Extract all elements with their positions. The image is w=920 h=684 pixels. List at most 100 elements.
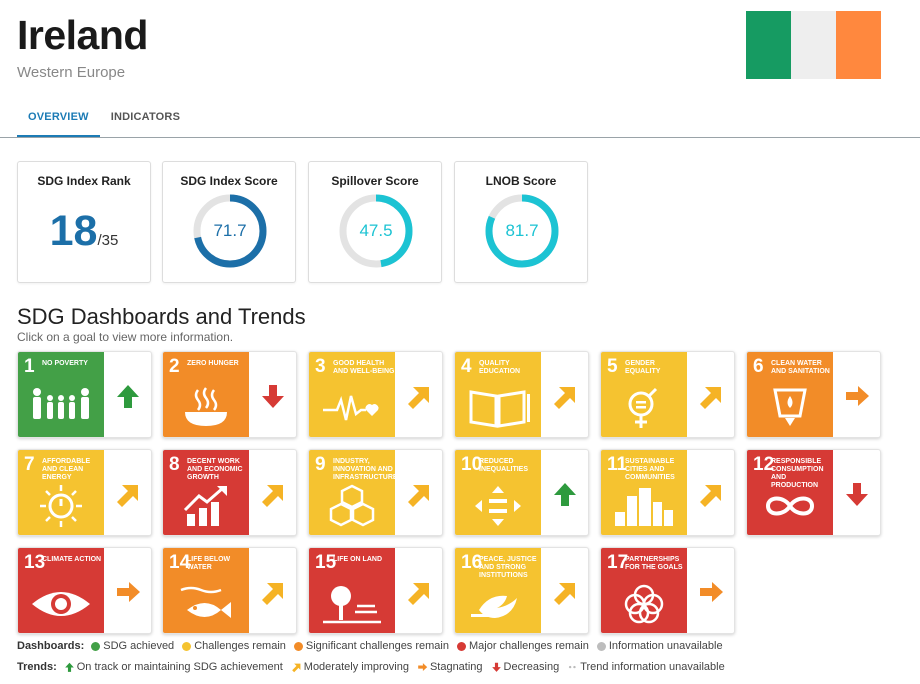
trend-diag-yellow-icon (700, 485, 721, 507)
goal-number: 8 (169, 454, 180, 475)
goal-card-11[interactable]: 11 SUSTAINABLE CITIES AND COMMUNITIES (600, 449, 735, 536)
infinity-icon (765, 496, 815, 516)
tab-indicators[interactable]: INDICATORS (110, 111, 181, 123)
goal-label: PARTNERSHIPS FOR THE GOALS (625, 556, 683, 571)
card-title: LNOB Score (485, 174, 557, 188)
down-red-icon (491, 662, 501, 672)
trend-indicator (259, 481, 287, 507)
trend-indicator (551, 383, 579, 409)
trend-legend: Trends: On track or maintaining SDG achi… (17, 661, 733, 673)
goal-card-12[interactable]: 12 RESPONSIBLE CONSUMPTION AND PRODUCTION (746, 449, 881, 536)
goal-tile: 14 LIFE BELOW WATER (163, 548, 249, 633)
sun-power-icon (40, 485, 82, 527)
goal-label: LIFE BELOW WATER (187, 556, 231, 571)
legend-label: Trend information unavailable (580, 661, 725, 673)
goal-card-13[interactable]: 13 CLIMATE ACTION (17, 547, 152, 634)
trend-indicator (551, 481, 579, 507)
goal-card-8[interactable]: 8 DECENT WORK AND ECONOMIC GROWTH (162, 449, 297, 536)
trend-diag-yellow-icon (554, 387, 575, 409)
trend-up-green-icon (554, 483, 576, 506)
score-gauge (339, 194, 413, 268)
legend-item: Decreasing (491, 661, 559, 673)
goal-number: 2 (169, 356, 180, 377)
goal-card-15[interactable]: 15 LIFE ON LAND (308, 547, 443, 634)
gender-icon (628, 387, 658, 428)
trend-right-orange-icon (117, 582, 140, 602)
goal-number: 7 (24, 454, 35, 475)
goal-card-1[interactable]: 1 NO POVERTY (17, 351, 152, 438)
goal-card-10[interactable]: 10 REDUCED INEQUALITIES (454, 449, 589, 536)
goal-tile: 6 CLEAN WATER AND SANITATION (747, 352, 833, 437)
goal-number: 12 (753, 454, 775, 475)
goal-number: 6 (753, 356, 764, 377)
goal-tile: 9 INDUSTRY, INNOVATION AND INFRASTRUCTURE (309, 450, 398, 535)
legend-label: Major challenges remain (469, 640, 589, 652)
trend-indicator (697, 579, 725, 605)
trend-diag-yellow-icon (408, 485, 429, 507)
goal-label: GENDER EQUALITY (625, 360, 661, 375)
goal-tile: 15 LIFE ON LAND (309, 548, 395, 633)
goal-label: SUSTAINABLE CITIES AND COMMUNITIES (625, 458, 675, 481)
legend-item: Information unavailable (596, 640, 723, 652)
trend-diag-yellow-icon (408, 583, 429, 605)
goal-card-4[interactable]: 4 QUALITY EDUCATION (454, 351, 589, 438)
goal-card-14[interactable]: 14 LIFE BELOW WATER (162, 547, 297, 634)
legend-label: Moderately improving (303, 661, 409, 673)
goal-tile: 1 NO POVERTY (18, 352, 104, 437)
score-value: 71.7 (213, 221, 247, 240)
goal-label: NO POVERTY (42, 360, 88, 367)
goal-tile: 17 PARTNERSHIPS FOR THE GOALS (601, 548, 687, 633)
card-title: SDG Index Rank (37, 174, 131, 188)
tab-bar: OVERVIEW INDICATORS (17, 108, 191, 137)
cubes-icon (329, 484, 375, 527)
trend-right-orange-icon (846, 386, 869, 406)
goal-label: RESPONSIBLE CONSUMPTION AND PRODUCTION (771, 458, 824, 489)
goal-card-17[interactable]: 17 PARTNERSHIPS FOR THE GOALS (600, 547, 735, 634)
book-icon (469, 390, 530, 428)
goal-tile: 2 ZERO HUNGER (163, 352, 249, 437)
goal-card-3[interactable]: 3 GOOD HEALTH AND WELL-BEING (308, 351, 443, 438)
legend-item: Significant challenges remain (293, 640, 449, 652)
trend-indicator (697, 383, 725, 409)
gauge-fill (193, 194, 267, 268)
trend-indicator (843, 383, 871, 409)
card-sdg-index-score: SDG Index Score 71.7 (162, 161, 296, 283)
score-value: 47.5 (359, 221, 393, 240)
goal-label: LIFE ON LAND (333, 556, 382, 563)
goal-card-6[interactable]: 6 CLEAN WATER AND SANITATION (746, 351, 881, 438)
trend-down-red-icon (846, 483, 868, 506)
goal-card-2[interactable]: 2 ZERO HUNGER (162, 351, 297, 438)
goal-tile: 13 CLIMATE ACTION (18, 548, 104, 633)
trend-diag-yellow-icon (117, 485, 138, 507)
trend-indicator (405, 481, 433, 507)
goal-card-7[interactable]: 7 AFFORDABLE AND CLEAN ENERGY (17, 449, 152, 536)
goal-number: 4 (461, 356, 472, 377)
legend-label: Significant challenges remain (305, 640, 449, 652)
rank-number: 18 (49, 207, 98, 255)
growth-chart-icon (183, 486, 227, 526)
legend-label: Stagnating (429, 661, 483, 673)
trend-diag-yellow-icon (262, 485, 283, 507)
goal-label: QUALITY EDUCATION (479, 360, 521, 375)
legend-dot (182, 641, 192, 651)
legend-heading: Dashboards: (17, 640, 85, 652)
goal-number: 1 (24, 356, 35, 377)
section-title: SDG Dashboards and Trends (17, 304, 306, 329)
gauge-fill (339, 194, 413, 268)
goal-label: CLEAN WATER AND SANITATION (771, 360, 830, 375)
goal-card-5[interactable]: 5 GENDER EQUALITY (600, 351, 735, 438)
goal-tile: 7 AFFORDABLE AND CLEAN ENERGY (18, 450, 104, 535)
section-subtitle: Click on a goal to view more information… (17, 330, 234, 344)
goal-card-16[interactable]: 16 PEACE, JUSTICE AND STRONG INSTITUTIONS (454, 547, 589, 634)
rank-total: /35 (97, 232, 119, 249)
goal-card-9[interactable]: 9 INDUSTRY, INNOVATION AND INFRASTRUCTURE (308, 449, 443, 536)
legend-label: SDG achieved (103, 640, 175, 652)
tab-overview[interactable]: OVERVIEW (17, 108, 100, 137)
goal-number: 17 (607, 552, 629, 573)
goal-label: ZERO HUNGER (187, 360, 239, 367)
right-orange-icon (418, 662, 428, 671)
legend-label: On track or maintaining SDG achievement (76, 661, 283, 673)
trend-indicator (405, 383, 433, 409)
gauge-fill (485, 194, 559, 268)
card-title: SDG Index Score (180, 174, 278, 188)
